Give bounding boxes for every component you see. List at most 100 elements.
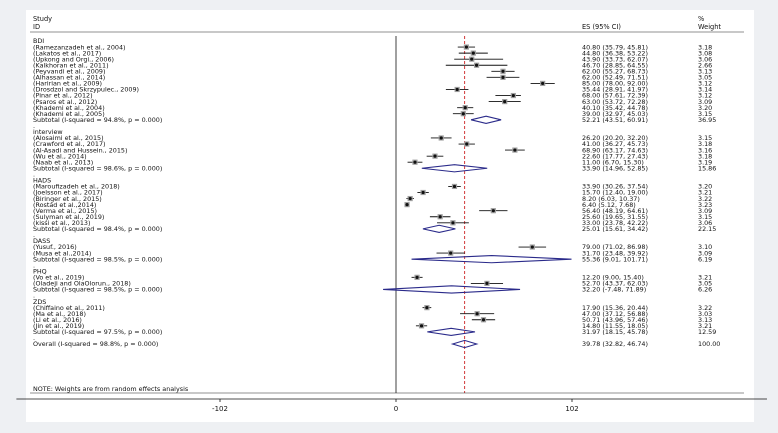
study-weight: 3.13: [698, 316, 712, 324]
study-label: (Joelsson et al., 2017): [33, 189, 103, 197]
subtotal-es-ci: 32.20 (-7.48, 71.89): [582, 286, 646, 294]
study-es-ci: 17.90 (15.36, 20.44): [582, 304, 648, 312]
group-label: BDI: [33, 37, 44, 45]
study-es-ci: 44.80 (36.38, 53.22): [582, 49, 648, 57]
group-label: DASS: [33, 237, 50, 245]
study-point: [491, 209, 495, 213]
study-label: (Al-Asadi and Hussein., 2015): [33, 146, 127, 154]
study-es-ci: 31.70 (23.48, 39.92): [582, 249, 648, 257]
study-es-ci: 33.90 (30.26, 37.54): [582, 183, 648, 191]
study-es-ci: 63.00 (53.72, 72.28): [582, 98, 648, 106]
study-weight: 3.18: [698, 140, 712, 148]
study-point: [470, 57, 474, 61]
study-weight: 3.22: [698, 195, 712, 203]
study-point: [455, 87, 459, 92]
subtotal-label: Subtotal (I-squared = 98.6%, p = 0.000): [33, 164, 162, 172]
header-id: ID: [33, 23, 40, 31]
study-label: (Kalkhoran et al., 2011): [33, 61, 109, 69]
study-point: [451, 221, 455, 225]
study-es-ci: 39.00 (32.97, 45.03): [582, 110, 648, 118]
subtotal-diamond: [422, 224, 456, 234]
study-point: [433, 154, 437, 158]
study-point: [475, 312, 479, 316]
group-separator: .: [33, 292, 35, 300]
subtotal-es-ci: 33.90 (14.96, 52.85): [582, 164, 648, 172]
header-percent: %: [698, 15, 704, 23]
study-point: [415, 275, 419, 279]
study-label: (Khademi et al., 2005): [33, 110, 105, 118]
overall-es-ci: 39.78 (32.82, 46.74): [582, 340, 648, 348]
study-es-ci: 11.00 (6.70, 15.30): [582, 158, 644, 166]
subtotal-diamond: [383, 285, 521, 294]
study-point: [438, 215, 442, 219]
study-point: [405, 203, 409, 207]
subtotal-label: Subtotal (I-squared = 98.4%, p = 0.000): [33, 225, 162, 233]
subtotal-diamond: [427, 327, 476, 337]
study-point: [419, 324, 424, 328]
study-point: [511, 93, 515, 98]
study-point: [503, 100, 507, 104]
study-es-ci: 79.00 (71.02, 86.98): [582, 243, 648, 251]
study-label: (Alosaimi et al., 2015): [33, 134, 104, 142]
study-weight: 3.05: [698, 280, 712, 288]
subtotal-weight: 22.15: [698, 225, 716, 233]
study-es-ci: 62.00 (52.49, 71.51): [582, 74, 648, 82]
study-label: (Rostad et al.,2014): [33, 201, 96, 209]
study-point: [501, 75, 505, 79]
study-point: [465, 142, 469, 146]
study-weight: 3.20: [698, 183, 712, 191]
study-label: (Upkong and Orgi., 2006): [33, 55, 114, 63]
study-point: [530, 245, 534, 249]
study-point: [463, 106, 467, 110]
study-es-ci: 35.44 (28.91, 41.97): [582, 86, 648, 94]
study-es-ci: 56.40 (48.19, 64.61): [582, 207, 648, 215]
subtotal-es-ci: 31.97 (18.15, 45.78): [582, 328, 648, 336]
study-es-ci: 25.60 (19.65, 31.55): [582, 213, 648, 221]
study-label: (Yusuf., 2016): [33, 243, 77, 251]
study-es-ci: 26.20 (20.20, 32.20): [582, 134, 648, 142]
study-point: [425, 306, 429, 310]
overall-weight: 100.00: [698, 340, 720, 348]
study-weight: 3.23: [698, 201, 712, 209]
study-label: (Psaros et al., 2012): [33, 98, 97, 106]
overall-label: Overall (I-squared = 98.8%, p = 0.000): [33, 340, 158, 348]
subtotal-weight: 6.19: [698, 255, 712, 263]
chart-panel: [26, 10, 754, 422]
study-weight: 3.06: [698, 55, 712, 63]
study-label: (Wu et al., 2014): [33, 152, 87, 160]
study-label: (Verma et al., 2015): [33, 207, 97, 215]
study-es-ci: 47.00 (37.12, 56.88): [582, 310, 648, 318]
study-weight: 3.22: [698, 304, 712, 312]
group-separator: .: [33, 171, 35, 179]
study-label: (Drosdzol and Skrzypulec., 2009): [33, 86, 139, 94]
study-point: [464, 45, 468, 49]
study-point: [541, 81, 545, 86]
study-label: (Oladeji and OlaOlorun., 2018): [33, 280, 131, 288]
study-label: (Li et al., 2016): [33, 316, 82, 324]
study-weight: 3.18: [698, 43, 712, 51]
study-weight: 3.05: [698, 74, 712, 82]
study-es-ci: 12.20 (9.00, 15.40): [582, 274, 644, 282]
study-label: (Ramezanzadeh et al., 2004): [33, 43, 126, 51]
study-label: (Musa et al.,2014): [33, 249, 91, 257]
study-point: [449, 251, 453, 255]
x-tick-label: 102: [565, 405, 578, 413]
group-separator: .: [33, 261, 35, 269]
study-label: (Haririan et al., 2009): [33, 80, 102, 88]
group-separator: .: [33, 122, 35, 130]
study-label: (Maroufizadeh et al., 2018): [33, 183, 120, 191]
study-weight: 3.09: [698, 98, 712, 106]
study-weight: 3.12: [698, 80, 712, 88]
group-separator: .: [33, 231, 35, 239]
study-weight: 3.19: [698, 158, 712, 166]
group-label: ZDS: [33, 298, 46, 306]
study-label: (Sulyman et al., 2019): [33, 213, 104, 221]
subtotal-diamond: [470, 115, 502, 124]
subtotal-weight: 36.95: [698, 116, 716, 124]
study-point: [485, 281, 489, 285]
study-weight: 3.15: [698, 110, 712, 118]
study-weight: 3.21: [698, 274, 712, 282]
study-point: [501, 69, 505, 73]
group-separator: .: [33, 334, 35, 342]
